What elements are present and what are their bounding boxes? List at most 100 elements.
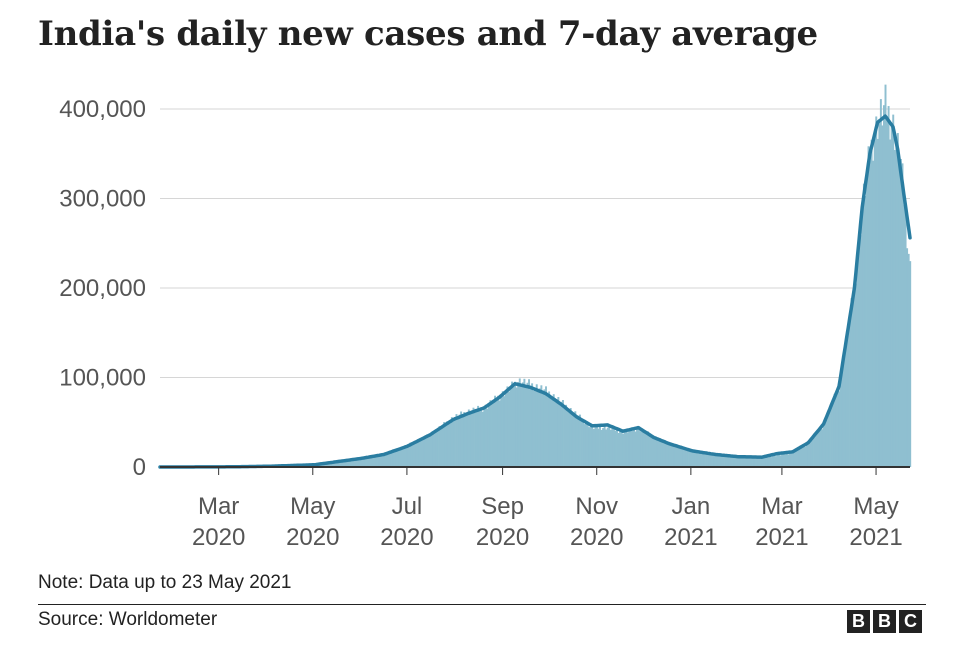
- logo-letter-b1: B: [847, 610, 870, 633]
- daily-case-bar: [486, 408, 489, 467]
- daily-case-bar: [603, 426, 606, 467]
- daily-case-bar: [350, 459, 353, 467]
- daily-case-bar: [754, 457, 757, 467]
- daily-case-bar: [639, 431, 642, 467]
- daily-case-bar: [560, 401, 563, 467]
- daily-case-bar: [699, 452, 702, 467]
- daily-case-bar: [759, 457, 762, 467]
- daily-case-bar: [599, 426, 601, 467]
- daily-case-bar: [757, 458, 760, 467]
- daily-case-bar: [774, 456, 777, 467]
- daily-case-bar: [578, 414, 581, 467]
- daily-case-bar: [349, 459, 351, 467]
- daily-case-bar: [798, 448, 801, 467]
- daily-case-bar: [813, 437, 816, 467]
- daily-case-bar: [534, 387, 537, 467]
- daily-case-bar: [761, 457, 764, 467]
- logo-letter-c: C: [899, 610, 922, 633]
- daily-case-bar: [395, 448, 398, 467]
- daily-case-bar: [899, 159, 902, 467]
- daily-case-bar: [744, 456, 747, 467]
- daily-case-bar: [600, 429, 603, 467]
- daily-case-bar: [719, 455, 722, 467]
- daily-case-bar: [413, 443, 416, 467]
- daily-case-bar: [453, 417, 456, 467]
- y-tick-label: 300,000: [59, 185, 146, 212]
- daily-case-bar: [617, 432, 620, 467]
- daily-case-bar: [526, 382, 529, 467]
- daily-case-bar: [654, 436, 657, 467]
- daily-case-bar: [782, 453, 785, 467]
- daily-case-bar: [816, 430, 819, 467]
- daily-case-bar: [665, 442, 668, 467]
- daily-case-bar: [529, 386, 532, 467]
- daily-case-bar: [423, 438, 426, 467]
- daily-case-bar: [583, 424, 586, 467]
- x-tick-month: Jan: [672, 493, 711, 520]
- daily-case-bar: [481, 411, 484, 467]
- daily-case-bar: [762, 458, 765, 467]
- daily-case-bar: [464, 416, 467, 467]
- daily-case-bar: [366, 456, 368, 467]
- daily-case-bar: [907, 253, 910, 467]
- daily-case-bar: [415, 441, 418, 467]
- daily-case-bar: [628, 430, 631, 467]
- daily-case-bar: [690, 451, 693, 467]
- daily-case-bar: [503, 396, 506, 467]
- daily-case-bar: [625, 429, 628, 467]
- daily-case-bar: [427, 436, 430, 467]
- daily-case-bar: [543, 389, 546, 467]
- daily-case-bar: [614, 430, 617, 467]
- daily-case-bar: [421, 436, 424, 467]
- daily-case-bar: [495, 400, 498, 467]
- daily-case-bar: [853, 283, 856, 467]
- daily-case-bar: [484, 404, 487, 467]
- daily-case-bar: [612, 427, 615, 467]
- daily-case-bar: [551, 396, 554, 467]
- daily-case-bar: [685, 450, 688, 467]
- daily-case-bar: [452, 420, 455, 467]
- daily-case-bar: [433, 430, 436, 467]
- daily-case-bar: [393, 450, 396, 467]
- daily-case-bar: [697, 450, 700, 467]
- daily-case-bar: [898, 166, 901, 467]
- daily-case-bar: [440, 428, 443, 467]
- daily-case-bar: [562, 400, 564, 467]
- daily-case-bar: [585, 423, 588, 467]
- daily-case-bar: [657, 438, 660, 467]
- daily-case-bar: [825, 419, 828, 467]
- daily-case-bar: [568, 409, 571, 467]
- x-tick-month: May: [853, 493, 898, 520]
- daily-case-bar: [747, 457, 750, 467]
- daily-case-bar: [637, 427, 640, 467]
- daily-case-bar: [881, 125, 884, 467]
- daily-case-bar: [873, 138, 876, 467]
- daily-case-bar: [483, 408, 486, 467]
- daily-case-bar: [375, 454, 378, 467]
- daily-case-bar: [474, 412, 476, 467]
- daily-case-bar: [398, 448, 401, 467]
- daily-case-bar: [895, 141, 898, 468]
- daily-case-bar: [548, 391, 551, 467]
- daily-case-bar: [875, 116, 878, 468]
- x-tick-month: Sep: [481, 493, 524, 520]
- daily-case-bar: [819, 427, 822, 467]
- daily-case-bar: [592, 429, 595, 467]
- daily-case-bar: [622, 433, 625, 467]
- daily-case-bar: [725, 455, 728, 467]
- daily-case-bar: [653, 436, 655, 467]
- daily-case-bar: [717, 454, 720, 467]
- daily-case-bar: [879, 99, 882, 467]
- daily-case-bar: [552, 394, 555, 467]
- daily-case-bar: [364, 457, 367, 467]
- daily-case-bar: [722, 454, 725, 467]
- daily-case-bar: [369, 456, 372, 467]
- daily-case-bar: [342, 460, 345, 467]
- daily-case-bar: [847, 332, 850, 467]
- daily-case-bar: [785, 453, 788, 467]
- daily-case-bar: [457, 417, 460, 467]
- x-tick-month: Nov: [575, 493, 618, 520]
- daily-case-bar: [437, 429, 439, 467]
- daily-case-bar: [373, 455, 376, 467]
- daily-case-bar: [739, 456, 742, 467]
